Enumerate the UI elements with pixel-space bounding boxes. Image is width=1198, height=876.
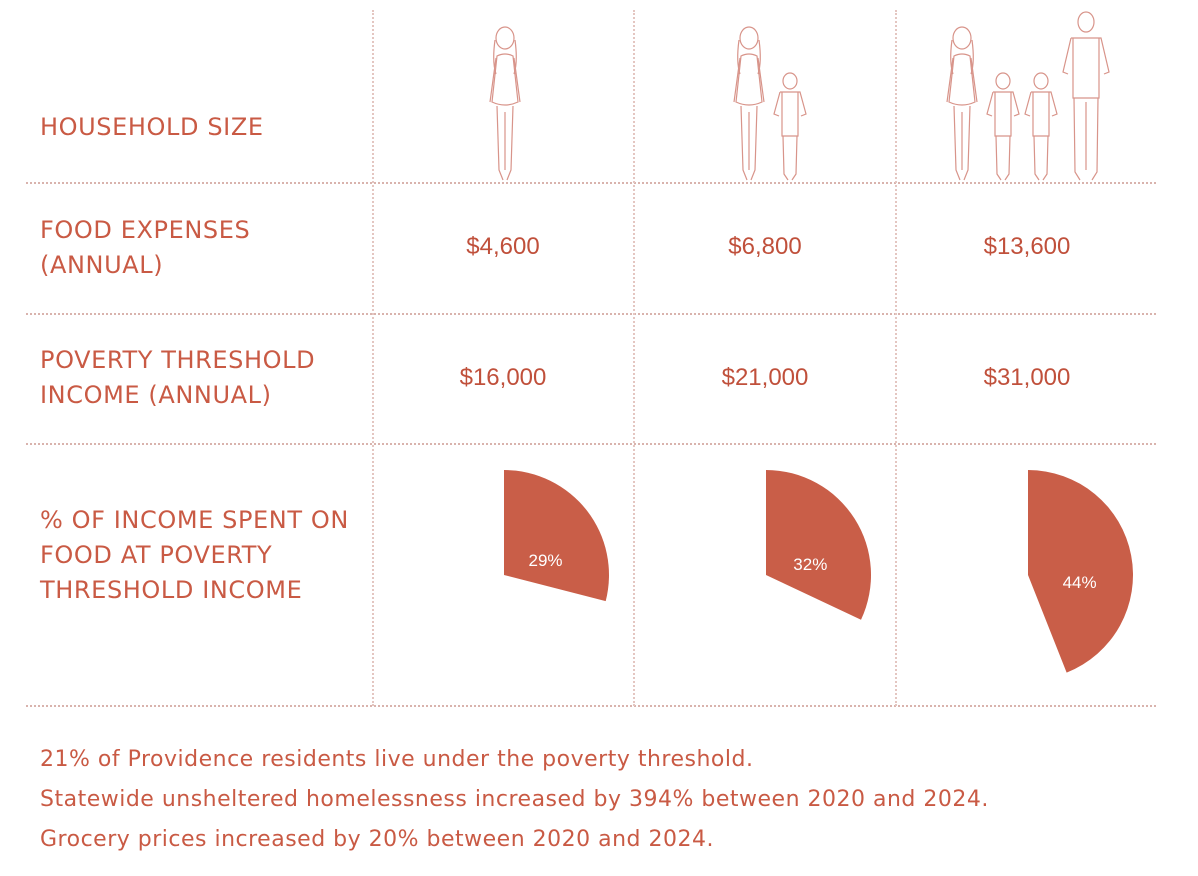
pie-slice-label: 29% xyxy=(528,551,562,570)
poverty-threshold-label: POVERTY THRESHOLD INCOME (ANNUAL) xyxy=(40,346,316,409)
footnote: 21% of Providence residents live under t… xyxy=(40,747,754,772)
pie-cell: 32% xyxy=(635,470,897,690)
column-divider xyxy=(633,10,635,706)
pie-cell: 29% xyxy=(373,470,635,690)
pie-slice-label: 32% xyxy=(793,555,827,574)
column-divider xyxy=(372,10,374,706)
household-figure-family xyxy=(946,11,1110,181)
poverty-threshold-value: $21,000 xyxy=(721,364,809,391)
food-expenses-label: FOOD EXPENSES (ANNUAL) xyxy=(40,216,251,279)
food-expenses-value: $4,600 xyxy=(466,233,540,260)
row-divider xyxy=(26,705,1156,707)
child-icon xyxy=(986,72,1020,181)
food-expenses-value: $6,800 xyxy=(728,233,802,260)
adult-woman-icon xyxy=(733,26,765,181)
pie-cell: 44% xyxy=(897,470,1159,690)
poverty-threshold-value: $31,000 xyxy=(983,364,1071,391)
footnote: Statewide unsheltered homelessness incre… xyxy=(40,787,989,812)
adult-man-icon xyxy=(1062,11,1110,181)
adult-woman-icon xyxy=(946,26,978,181)
poverty-threshold-value: $16,000 xyxy=(459,364,547,391)
child-icon xyxy=(773,72,807,181)
household-size-label: HOUSEHOLD SIZE xyxy=(40,113,264,141)
household-figure-adult-child xyxy=(733,26,807,181)
pie-slice xyxy=(1028,470,1134,673)
child-icon xyxy=(1024,72,1058,181)
household-figure-adult xyxy=(489,26,521,181)
column-divider xyxy=(895,10,897,706)
percent-income-label: % OF INCOME SPENT ON FOOD AT POVERTY THR… xyxy=(40,506,349,604)
footnote: Grocery prices increased by 20% between … xyxy=(40,827,714,852)
food-expenses-value: $13,600 xyxy=(983,233,1071,260)
adult-woman-icon xyxy=(489,26,521,181)
row-divider xyxy=(26,182,1156,184)
row-divider xyxy=(26,443,1156,445)
pie-slice xyxy=(504,470,609,602)
pie-slice xyxy=(766,470,872,620)
footnotes: 21% of Providence residents live under t… xyxy=(40,740,989,860)
row-divider xyxy=(26,313,1156,315)
pie-slice-label: 44% xyxy=(1063,573,1097,592)
